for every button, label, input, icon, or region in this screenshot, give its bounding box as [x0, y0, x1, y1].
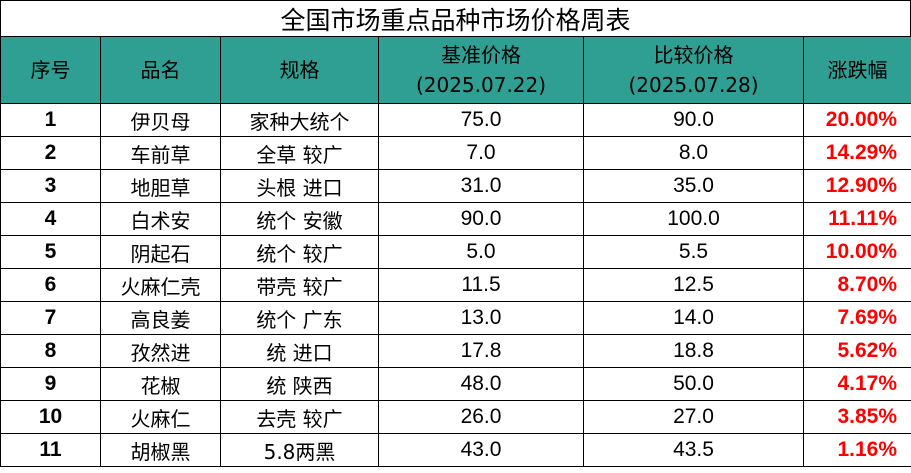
- row-base-price: 13.0: [378, 301, 584, 335]
- row-spec: 全草 较广: [220, 136, 379, 170]
- row-index: 5: [0, 235, 101, 269]
- table-row: 6 火麻仁壳 带壳 较广 11.5 12.5 8.70%: [0, 268, 911, 302]
- row-change: 5.62%: [803, 334, 911, 368]
- row-name: 孜然进: [100, 334, 221, 368]
- row-spec: 带壳 较广: [220, 268, 379, 302]
- row-base-price: 90.0: [378, 202, 584, 236]
- row-change: 4.17%: [803, 367, 911, 401]
- table-row: 4 白术安 统个 安徽 90.0 100.0 11.11%: [0, 202, 911, 236]
- row-name: 火麻仁壳: [100, 268, 221, 302]
- row-change: 14.29%: [803, 136, 911, 170]
- row-name: 花椒: [100, 367, 221, 401]
- row-change: 3.85%: [803, 400, 911, 434]
- row-name: 胡椒黑: [100, 433, 221, 467]
- row-name: 车前草: [100, 136, 221, 170]
- row-change: 12.90%: [803, 169, 911, 203]
- row-spec: 5.8两黑: [220, 433, 379, 467]
- row-index: 1: [0, 103, 101, 137]
- row-spec: 统个 较广: [220, 235, 379, 269]
- row-index: 6: [0, 268, 101, 302]
- row-compare-price: 14.0: [583, 301, 804, 335]
- header-base-price: 基准价格 (2025.07.22): [378, 36, 584, 104]
- row-compare-price: 12.5: [583, 268, 804, 302]
- row-spec: 头根 进口: [220, 169, 379, 203]
- row-change: 11.11%: [803, 202, 911, 236]
- row-base-price: 48.0: [378, 367, 584, 401]
- header-index: 序号: [0, 36, 101, 104]
- row-compare-price: 90.0: [583, 103, 804, 137]
- row-change: 1.16%: [803, 433, 911, 467]
- row-index: 8: [0, 334, 101, 368]
- table-row: 8 孜然进统 进口 17.8 18.8 5.62%: [0, 334, 911, 368]
- row-name: 地胆草: [100, 169, 221, 203]
- table-row: 3 地胆草 头根 进口 31.0 35.0 12.90%: [0, 169, 911, 203]
- row-change: 7.69%: [803, 301, 911, 335]
- row-index: 4: [0, 202, 101, 236]
- row-index: 9: [0, 367, 101, 401]
- header-compare-price: 比较价格 (2025.07.28): [583, 36, 804, 104]
- row-base-price: 75.0: [378, 103, 584, 137]
- row-base-price: 43.0: [378, 433, 584, 467]
- row-index: 10: [0, 400, 101, 434]
- table-row: 7 高良姜 统个 广东 13.0 14.0 7.69%: [0, 301, 911, 335]
- row-compare-price: 35.0: [583, 169, 804, 203]
- row-base-price: 26.0: [378, 400, 584, 434]
- row-spec: 统个 安徽: [220, 202, 379, 236]
- row-name: 伊贝母: [100, 103, 221, 137]
- row-name: 高良姜: [100, 301, 221, 335]
- header-base-date: (2025.07.22): [415, 73, 547, 97]
- row-name: 火麻仁: [100, 400, 221, 434]
- row-base-price: 11.5: [378, 268, 584, 302]
- header-row: 序号 品名 规格 基准价格 (2025.07.22) 比较价格 (2025.07…: [0, 36, 911, 104]
- row-change: 8.70%: [803, 268, 911, 302]
- row-index: 11: [0, 433, 101, 467]
- row-spec: 统 陕西: [220, 367, 379, 401]
- row-compare-price: 5.5: [583, 235, 804, 269]
- row-spec: 统 进口: [220, 334, 379, 368]
- row-spec: 去壳 较广: [220, 400, 379, 434]
- row-name: 白术安: [100, 202, 221, 236]
- header-change: 涨跌幅: [803, 36, 911, 104]
- header-name: 品名: [100, 36, 221, 104]
- row-compare-price: 27.0: [583, 400, 804, 434]
- row-compare-price: 50.0: [583, 367, 804, 401]
- table-title: 全国市场重点品种市场价格周表: [0, 0, 911, 38]
- table-row: 1 伊贝母 家种大统个 75.0 90.0 20.00%: [0, 103, 911, 137]
- price-table: 序号 品名 规格 基准价格 (2025.07.22) 比较价格 (2025.07…: [0, 36, 911, 467]
- row-compare-price: 8.0: [583, 136, 804, 170]
- row-base-price: 31.0: [378, 169, 584, 203]
- row-compare-price: 18.8: [583, 334, 804, 368]
- row-index: 2: [0, 136, 101, 170]
- table-row: 11 胡椒黑 5.8两黑 43.0 43.5 1.16%: [0, 433, 911, 467]
- table-row: 9 花椒统 陕西 48.0 50.0 4.17%: [0, 367, 911, 401]
- header-compare-price-label: 比较价格: [653, 43, 734, 67]
- header-spec: 规格: [220, 36, 379, 104]
- row-spec: 统个 广东: [220, 301, 379, 335]
- row-compare-price: 100.0: [583, 202, 804, 236]
- row-base-price: 5.0: [378, 235, 584, 269]
- row-change: 20.00%: [803, 103, 911, 137]
- row-index: 7: [0, 301, 101, 335]
- row-compare-price: 43.5: [583, 433, 804, 467]
- header-compare-date: (2025.07.28): [628, 73, 759, 97]
- row-index: 3: [0, 169, 101, 203]
- row-change: 10.00%: [803, 235, 911, 269]
- table-row: 5 阴起石 统个 较广 5.0 5.5 10.00%: [0, 235, 911, 269]
- row-base-price: 17.8: [378, 334, 584, 368]
- table-row: 10 火麻仁 去壳 较广 26.0 27.0 3.85%: [0, 400, 911, 434]
- row-spec: 家种大统个: [220, 103, 379, 137]
- row-base-price: 7.0: [378, 136, 584, 170]
- row-name: 阴起石: [100, 235, 221, 269]
- table-row: 2 车前草 全草 较广 7.0 8.0 14.29%: [0, 136, 911, 170]
- header-base-price-label: 基准价格: [441, 43, 521, 67]
